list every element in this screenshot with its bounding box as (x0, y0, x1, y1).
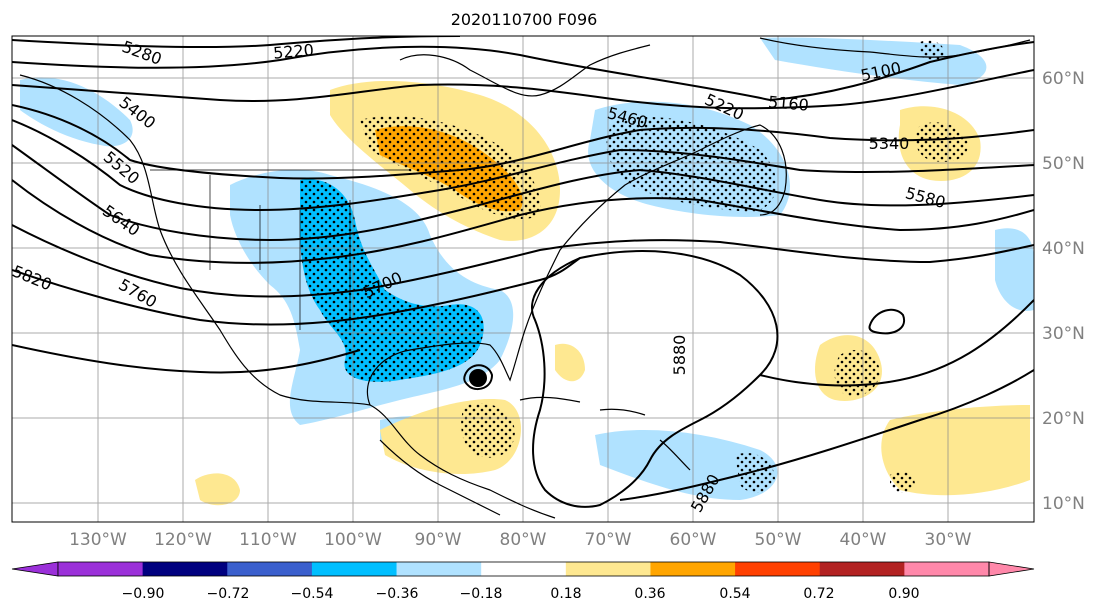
lon-label: 50°W (755, 530, 802, 550)
colorbar-segments (11, 561, 1035, 577)
lat-label: 50°N (1042, 154, 1085, 174)
colorbar-tick-label: 0.54 (719, 586, 750, 602)
colorbar-ticks: −0.90 −0.72 −0.54 −0.36 −0.18 0.18 0.36 … (122, 586, 920, 602)
colorbar-segment (58, 562, 144, 576)
colorbar-segment (481, 562, 567, 576)
lon-label: 130°W (69, 530, 127, 550)
storm-center-marker (469, 369, 487, 387)
contour-line (463, 364, 494, 391)
contour-label: 5880 (670, 335, 689, 376)
colorbar-segment (396, 562, 482, 576)
significance-stippling (461, 403, 515, 458)
central-america-coast (379, 439, 501, 516)
colorbar-segment (227, 562, 313, 576)
colorbar-tick-label: −0.54 (291, 586, 334, 602)
contour-line (12, 224, 1034, 298)
significance-stippling (606, 116, 777, 212)
hudson-bay-coast (399, 44, 651, 97)
lon-label: 70°W (585, 530, 632, 550)
colorbar-tick-label: −0.72 (207, 586, 250, 602)
significance-stippling (920, 40, 945, 61)
contour-line (619, 369, 1034, 501)
lon-label: 40°W (840, 530, 887, 550)
latitude-axis: 60°N 50°N 40°N 30°N 20°N 10°N (1042, 69, 1085, 514)
colorbar-segment (735, 562, 821, 576)
colorbar-segment (819, 562, 905, 576)
contour-line (12, 257, 581, 326)
lat-label: 60°N (1042, 69, 1085, 89)
significance-stippling (735, 452, 775, 493)
lat-label: 40°N (1042, 239, 1085, 259)
positive-anomaly-region (555, 343, 585, 382)
lat-label: 30°N (1042, 324, 1085, 344)
colorbar-segment (142, 562, 228, 576)
positive-anomaly-region (881, 405, 1030, 496)
north-america-coast (19, 74, 556, 519)
lat-label: 20°N (1042, 409, 1085, 429)
colorbar-segment (311, 562, 398, 576)
contour-line (12, 41, 1034, 102)
colorbar-tick-label: 0.90 (888, 586, 919, 602)
lon-label: 80°W (500, 530, 547, 550)
colorbar-segment (565, 562, 651, 576)
map-title: 2020110700 F096 (451, 10, 598, 29)
colorbar: −0.90 −0.72 −0.54 −0.36 −0.18 0.18 0.36 … (11, 561, 1035, 602)
negative-anomaly-region (595, 430, 778, 500)
map-frame (11, 35, 1035, 523)
colorbar-tick-label: −0.36 (376, 586, 419, 602)
contour-label: 5160 (767, 92, 809, 114)
colorbar-tick-label: 0.72 (803, 586, 834, 602)
colorbar-tick-label: −0.90 (122, 586, 165, 602)
contour-line (759, 299, 1034, 387)
height-contours (12, 36, 1034, 508)
coastlines (19, 37, 1031, 519)
lon-label: 90°W (415, 530, 462, 550)
contour-line (12, 144, 1034, 242)
contour-label: 5340 (869, 134, 910, 153)
significance-stippling (915, 122, 968, 162)
contour-line (12, 104, 1034, 180)
map-area: 5280 5220 5100 5160 5220 5400 5460 5520 … (12, 36, 1034, 522)
contour-line (12, 69, 1034, 110)
significance-stippling (890, 471, 915, 493)
negative-anomaly-region (20, 77, 133, 147)
colorbar-extend-min (11, 561, 59, 577)
lon-label: 30°W (925, 530, 972, 550)
colorbar-segment (650, 562, 736, 576)
negative-anomaly-region (995, 228, 1034, 311)
us-border (150, 169, 410, 330)
lon-label: 110°W (239, 530, 297, 550)
contour-line (12, 36, 461, 49)
colorbar-tick-label: 0.18 (550, 586, 581, 602)
longitude-axis: 130°W 120°W 110°W 100°W 90°W 80°W 70°W 6… (69, 530, 972, 550)
graticule (12, 36, 1034, 522)
contour-label: 5220 (272, 40, 314, 62)
lon-label: 100°W (324, 530, 382, 550)
contour-line (531, 250, 779, 508)
lon-label: 120°W (154, 530, 212, 550)
colorbar-extend-max (988, 561, 1035, 577)
contour-line (12, 179, 1034, 264)
colorbar-tick-label: −0.18 (460, 586, 503, 602)
colorbar-tick-label: 0.36 (634, 586, 665, 602)
contour-line (12, 119, 1034, 212)
contour-line (12, 344, 361, 374)
colorbar-frame (57, 561, 990, 577)
contour-line (868, 308, 906, 335)
positive-anomaly-region (195, 473, 240, 506)
lat-label: 10°N (1042, 494, 1085, 514)
significance-stippling (360, 116, 541, 220)
colorbar-segment (904, 562, 990, 576)
lon-label: 60°W (670, 530, 717, 550)
